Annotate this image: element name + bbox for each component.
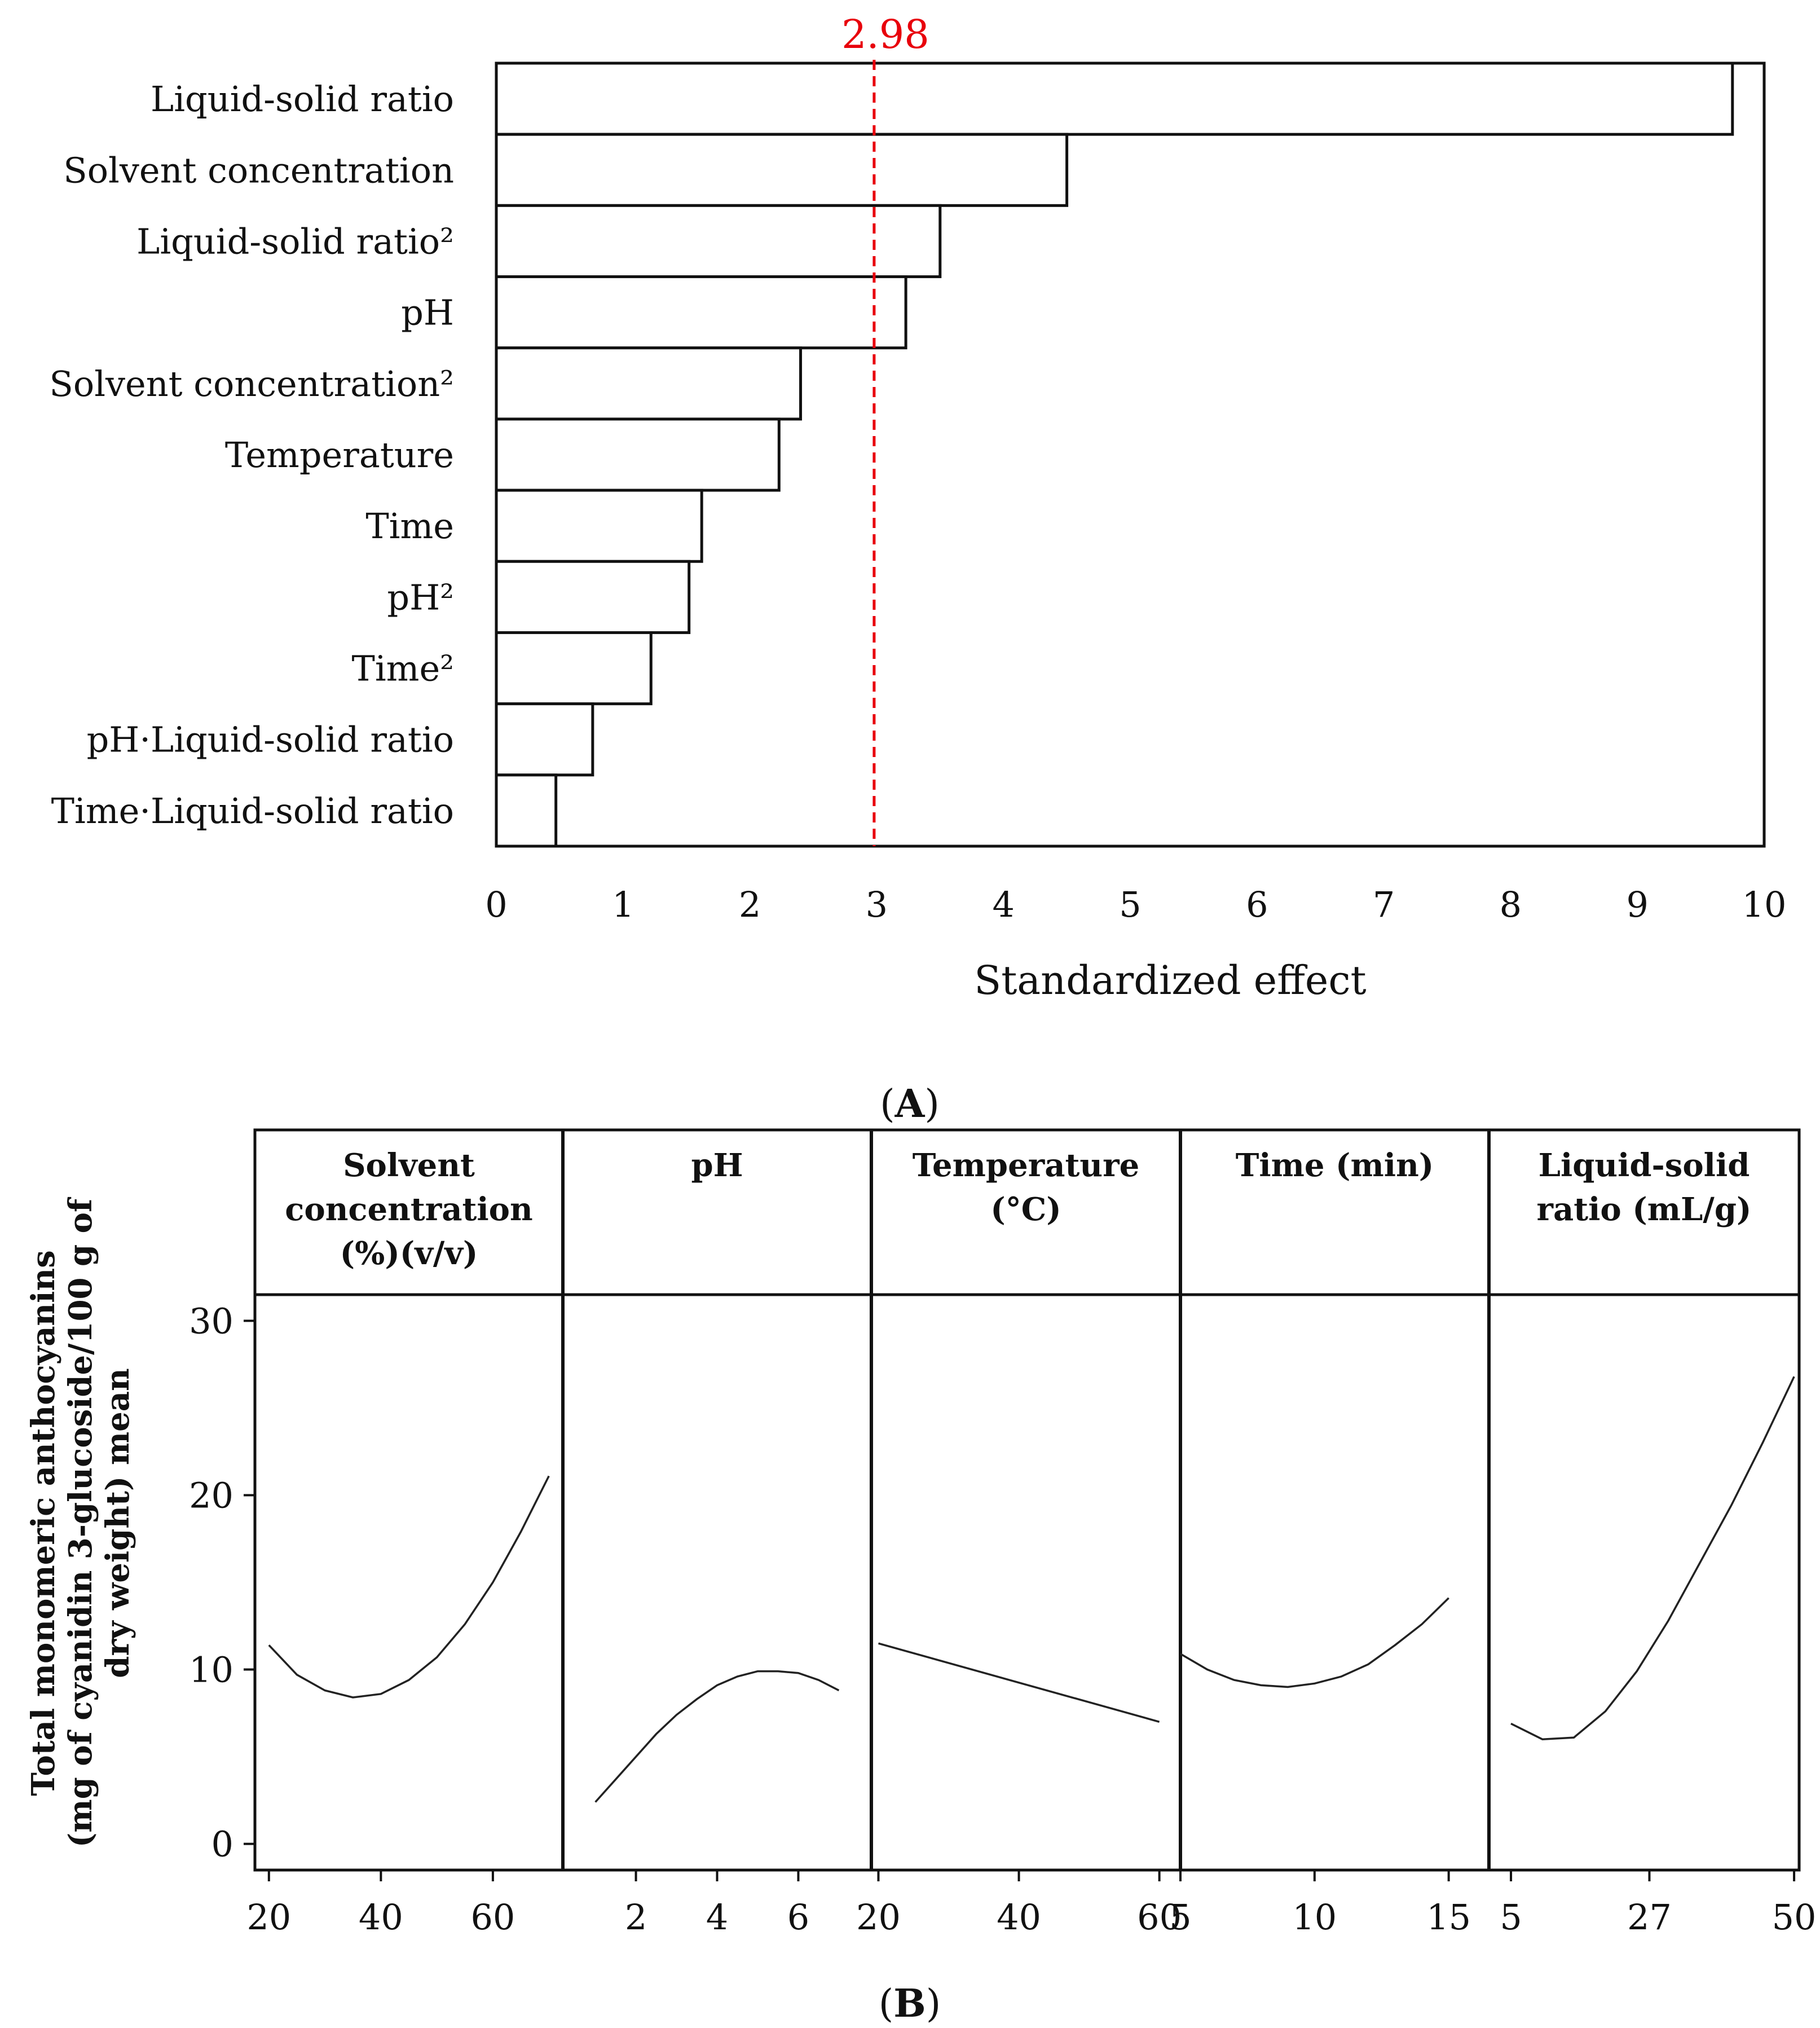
x-tick-label: 2	[625, 1897, 647, 1938]
y-axis-title-line: dry weight) mean	[99, 1368, 136, 1678]
main-effect-curve	[1180, 1597, 1449, 1688]
threshold-value-label: 2.98	[841, 11, 929, 58]
y-axis-title-line: (mg of cyanidin 3-glucoside/100 g of	[62, 1196, 99, 1847]
x-tick-label: 50	[1772, 1897, 1817, 1938]
bar-category-label: Temperature	[225, 434, 454, 476]
bar-category-label: Time	[365, 505, 454, 547]
x-tick-label: 15	[1426, 1897, 1471, 1938]
y-axis-title-line: Total monomeric anthocyanins	[25, 1250, 62, 1796]
main-effect-curve	[878, 1642, 1160, 1723]
bar-category-label: Solvent concentration	[63, 149, 454, 191]
bar-category-label: Time·Liquid-solid ratio	[51, 790, 454, 832]
pareto-bar	[495, 489, 703, 563]
x-tick-label: 40	[997, 1897, 1041, 1938]
x-tick-label: 27	[1627, 1897, 1672, 1938]
x-tick-label: 10	[1742, 884, 1787, 925]
x-tick-label: 7	[1373, 884, 1395, 925]
plot-frame	[495, 61, 1766, 848]
x-tick-label: 5	[1169, 1897, 1191, 1938]
bar-category-label: Time²	[351, 648, 454, 689]
bar-category-label: pH²	[387, 577, 454, 618]
bar-category-label: Liquid-solid ratio	[151, 78, 454, 120]
x-tick-label: 20	[856, 1897, 901, 1938]
x-tick-label: 5	[1500, 1897, 1522, 1938]
bar-category-label: pH	[401, 292, 454, 333]
pareto-bar	[495, 275, 907, 350]
plot-frame	[253, 1128, 1801, 1872]
bar-category-label: pH·Liquid-solid ratio	[87, 719, 454, 760]
factor-header: Temperature	[913, 1147, 1139, 1184]
x-tick-label: 9	[1626, 884, 1648, 925]
factor-header: (°C)	[990, 1191, 1061, 1228]
bar-category-label: Solvent concentration²	[49, 363, 454, 404]
y-tick-label: 20	[189, 1475, 233, 1516]
x-tick-label: 5	[1119, 884, 1141, 925]
y-axis-title: Total monomeric anthocyanins(mg of cyani…	[25, 1196, 136, 1847]
factor-header: Liquid-solid	[1539, 1147, 1750, 1184]
pareto-bar	[495, 133, 1069, 207]
x-tick-label: 6	[787, 1897, 809, 1938]
panel-a-pareto-chart: Liquid-solid ratio Solvent concentration L…	[49, 11, 1786, 1004]
x-tick-label: 0	[485, 884, 507, 925]
main-effect-curve	[1510, 1376, 1795, 1740]
pareto-bar	[495, 204, 942, 279]
pareto-bar	[495, 560, 691, 634]
factor-header: concentration	[285, 1191, 532, 1228]
main-effect-curve	[268, 1475, 550, 1699]
factor-header: Time (min)	[1236, 1147, 1434, 1184]
panel-a-caption: (A)	[880, 1081, 940, 1127]
x-tick-label: 6	[1246, 884, 1268, 925]
x-tick-label: 40	[359, 1897, 403, 1938]
x-tick-label: 8	[1500, 884, 1522, 925]
y-tick-label: 10	[189, 1649, 233, 1691]
x-tick-label: 4	[706, 1897, 728, 1938]
x-tick-label: 1	[612, 884, 634, 925]
pareto-bar	[495, 631, 653, 706]
pareto-bar	[495, 61, 1734, 136]
y-tick-label: 30	[189, 1300, 233, 1341]
factor-header: pH	[691, 1147, 743, 1184]
pareto-bar	[495, 702, 594, 777]
factor-header: Solvent	[343, 1147, 475, 1184]
panel-b-main-effects-plot: 0 10 20 30 Total monomeric anthocyanins(mg o…	[25, 1128, 1817, 1938]
x-tick-label: 10	[1292, 1897, 1337, 1938]
pareto-bar	[495, 773, 558, 848]
x-axis-title: Standardized effect	[974, 957, 1366, 1004]
factor-header: (%)(v/v)	[340, 1235, 478, 1272]
x-tick-label: 3	[866, 884, 888, 925]
factor-header: ratio (mL/g)	[1536, 1191, 1751, 1228]
x-tick-label: 60	[470, 1897, 515, 1938]
bar-category-label: Liquid-solid ratio²	[136, 221, 454, 262]
main-effect-curve	[594, 1670, 840, 1803]
pareto-bar	[495, 417, 781, 492]
panel-b-caption: (B)	[879, 1981, 941, 2026]
x-tick-label: 20	[246, 1897, 291, 1938]
pareto-bar	[495, 346, 803, 421]
x-tick-label: 2	[739, 884, 761, 925]
x-tick-label: 60	[1137, 1897, 1182, 1938]
y-tick-label: 0	[211, 1824, 233, 1865]
x-tick-label: 4	[992, 884, 1014, 925]
